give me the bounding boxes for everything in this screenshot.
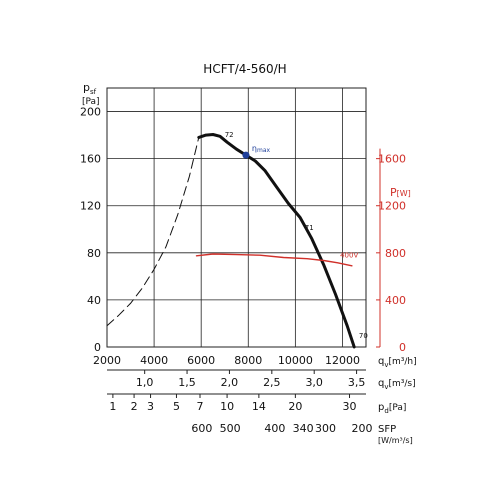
x-axis-main-unit: [m³/h] (389, 357, 417, 367)
aux-axis-pd-tick-label: 30 (343, 400, 357, 413)
curve-annotation: 400V (340, 251, 358, 259)
x-axis-main-title: qv[m³/h] (378, 356, 417, 369)
x-axis-main: qv[m³/h] 2000 4000 6000 8000 10000 12000 (93, 354, 417, 369)
aux-axis-sfp-tick-label: 600 (191, 422, 212, 435)
aux-axis-pd-tick-label: 10 (220, 400, 234, 413)
aux-axis-sfp-title: SFP (378, 424, 396, 435)
eta-max-marker-group: ηmax (242, 144, 271, 159)
plot-border (106, 87, 367, 348)
y-axis-left-tick-label: 0 (94, 341, 101, 354)
y-axis-left-tick-label: 120 (80, 200, 101, 213)
pressure-curve (197, 133, 356, 349)
aux-axis-qv-tick-label: 1,0 (136, 376, 154, 389)
eta-subscript: max (257, 147, 271, 154)
aux-axis-pd-tick-label: 14 (252, 400, 266, 413)
annotation-layer: 72 71 70 400V (225, 131, 368, 340)
aux-axis-sfp-tick-label: 340 (293, 422, 314, 435)
y-axis-right: P[W] 0 400 800 1200 1600 (376, 148, 411, 354)
aux-axis-sfp-tick-label: 400 (264, 422, 285, 435)
aux-axis-qv-tick-label: 2,0 (221, 376, 239, 389)
aux-axis-pd-title: pd[Pa] (378, 402, 406, 415)
x-axis-main-tick-label: 12000 (325, 354, 360, 367)
aux-axis-qv-tick-label: 3,0 (305, 376, 323, 389)
y-axis-right-tick-label: 400 (385, 294, 406, 307)
x-axis-main-tick-label: 8000 (234, 354, 262, 367)
y-axis-left-subscript: sf (90, 88, 97, 96)
x-axis-main-symbol: q (378, 356, 384, 367)
pressure-curve-dashed (106, 136, 200, 327)
eta-max-point (242, 151, 250, 159)
y-axis-right-unit: [W] (397, 189, 411, 198)
chart-title: HCFT/4-560/H (203, 62, 286, 76)
x-axis-main-tick-label: 6000 (187, 354, 215, 367)
y-axis-left: psf [Pa] 0 40 80 120 160 200 (80, 81, 101, 354)
eta-symbol: η (252, 144, 257, 153)
aux-axis-qv-tick-label: 1,5 (178, 376, 196, 389)
aux-axis-pd-symbol: p (378, 402, 384, 413)
aux-axis-sfp-tick-label: 300 (315, 422, 336, 435)
y-axis-right-tick-label: 1600 (378, 153, 406, 166)
curve-annotation: 72 (225, 131, 234, 139)
y-axis-right-tick-label: 0 (399, 341, 406, 354)
power-curve (195, 253, 353, 267)
aux-axis-pd-tick-label: 20 (288, 400, 302, 413)
aux-axis-pd-tick-label: 3 (147, 400, 154, 413)
aux-axis-sfp-tick-label: 500 (220, 422, 241, 435)
x-axis-main-tick-label: 4000 (140, 354, 168, 367)
aux-axis-sfp-unit: [W/m³/s] (378, 436, 413, 445)
aux-axis-pd-tick-label: 2 (131, 400, 138, 413)
y-axis-left-tick-label: 80 (87, 247, 101, 260)
aux-axis-qv-unit: [m³/s] (389, 379, 416, 389)
aux-axis-qv-subscript: v (384, 383, 388, 391)
eta-max-label: ηmax (252, 144, 271, 154)
aux-axis-sfp-tick-label: 200 (352, 422, 373, 435)
aux-axis-pd-tick-label: 5 (173, 400, 180, 413)
curve-annotation: 70 (359, 332, 368, 340)
grid (106, 88, 366, 348)
y-axis-left-tick-label: 160 (80, 153, 101, 166)
y-axis-left-tick-label: 40 (87, 294, 101, 307)
aux-axis-pd-tick-label: 7 (197, 400, 204, 413)
aux-axis-pd-unit: [Pa] (389, 403, 407, 413)
y-axis-left-title: psf (83, 81, 97, 96)
y-axis-left-unit: [Pa] (82, 97, 100, 107)
y-axis-right-tick-label: 800 (385, 247, 406, 260)
aux-axis-qv-tick-label: 2,5 (263, 376, 281, 389)
aux-axis-pd-subscript: d (384, 407, 388, 415)
aux-axis-qv-tick-label: 3,5 (348, 376, 366, 389)
aux-axis-qv-title: qv[m³/s] (378, 378, 416, 391)
x-axis-main-subscript: v (384, 361, 388, 369)
curve-annotation: 71 (305, 224, 314, 232)
auxiliary-axes: qv[m³/s] pd[Pa] SFP [W/m³/s] 1,0 1,5 2,0 2,… (107, 369, 416, 445)
y-axis-right-tick-label: 1200 (378, 200, 406, 213)
y-axis-right-symbol: P (390, 186, 397, 199)
y-axis-left-tick-label: 200 (80, 106, 101, 119)
x-axis-main-tick-label: 10000 (278, 354, 313, 367)
y-axis-right-title: P[W] (390, 186, 411, 199)
series-layer (106, 133, 356, 349)
aux-axis-qv-symbol: q (378, 378, 384, 389)
y-axis-left-symbol: p (83, 81, 90, 94)
x-axis-main-tick-label: 2000 (93, 354, 121, 367)
aux-axis-pd-tick-label: 1 (109, 400, 116, 413)
plot-frame (106, 87, 367, 348)
